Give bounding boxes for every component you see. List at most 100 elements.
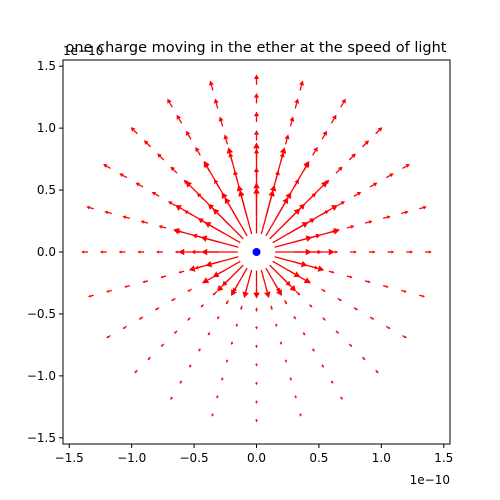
field-arrow: [294, 98, 300, 109]
field-arrow: [167, 98, 173, 108]
field-arrow: [192, 233, 203, 239]
field-arrow: [330, 380, 334, 384]
field-arrow: [304, 218, 316, 225]
field-arrow: [335, 330, 339, 334]
field-arrow: [134, 369, 138, 374]
field-arrow: [270, 305, 273, 311]
field-arrow: [198, 348, 201, 352]
field-arrow: [104, 210, 112, 215]
field-arrow: [225, 299, 229, 305]
field-arrow: [364, 280, 371, 284]
y-tick-label: 1.0: [37, 121, 56, 135]
field-arrow: [382, 285, 389, 288]
field-arrow: [212, 270, 225, 278]
field-arrow: [335, 166, 343, 174]
field-arrow: [176, 229, 185, 234]
field-arrow: [375, 369, 379, 374]
field-arrow: [217, 316, 220, 320]
field-arrow: [81, 250, 88, 254]
field-arrow: [106, 289, 112, 293]
field-arrow: [302, 332, 306, 336]
field-arrow: [205, 260, 221, 268]
x-tick-label: 0.0: [247, 451, 266, 465]
field-arrow: [255, 307, 258, 313]
field-arrow: [200, 235, 221, 244]
field-arrow: [228, 152, 234, 163]
field-arrow: [364, 220, 373, 224]
field-arrow: [402, 164, 410, 169]
x-tick-label: 1.5: [434, 451, 453, 465]
field-arrow: [321, 288, 326, 292]
field-arrow: [253, 92, 260, 104]
field-arrow: [158, 225, 167, 229]
field-arrow: [401, 210, 409, 215]
field-arrow: [255, 382, 258, 386]
field-arrow: [143, 140, 152, 148]
field-arrow: [368, 250, 376, 254]
field-arrow: [382, 215, 391, 220]
field-arrow: [118, 250, 126, 254]
field-arrow: [369, 316, 375, 320]
field-arrow: [321, 130, 327, 140]
field-arrow: [222, 277, 231, 287]
field-arrow: [293, 248, 312, 256]
field-arrow: [208, 80, 214, 91]
field-arrow: [312, 249, 322, 255]
field-arrow: [274, 170, 280, 181]
field-arrow: [353, 191, 362, 197]
field-arrow: [232, 283, 239, 293]
field-arrow: [99, 250, 107, 254]
field-arrow: [214, 179, 220, 188]
field-arrow: [207, 203, 218, 214]
field-arrow: [309, 304, 313, 308]
field-arrow: [170, 396, 173, 401]
field-arrow: [106, 335, 111, 339]
field-arrow: [184, 210, 192, 216]
field-arrow: [284, 299, 288, 305]
field-arrow: [194, 265, 203, 270]
field-arrow: [253, 130, 260, 141]
y-tick-label: −1.5: [27, 431, 56, 445]
chart-title: one charge moving in the ether at the sp…: [66, 40, 447, 56]
field-arrow: [348, 343, 353, 347]
field-arrow: [200, 304, 204, 308]
field-arrow: [195, 146, 201, 156]
field-arrows: [81, 74, 432, 423]
field-arrow: [243, 287, 248, 297]
field-arrow: [321, 210, 329, 216]
field-arrow: [156, 250, 163, 254]
field-arrow: [284, 192, 292, 205]
field-arrow: [337, 201, 346, 207]
field-arrow: [183, 179, 191, 187]
field-arrow: [295, 290, 301, 296]
field-arrow: [340, 396, 343, 401]
x-tick-label: −1.5: [55, 451, 84, 465]
field-arrow: [312, 146, 318, 156]
field-arrow: [295, 203, 306, 214]
field-arrow: [346, 275, 353, 279]
field-arrow: [274, 323, 278, 327]
y-tick-label: −0.5: [27, 307, 56, 321]
x-axis-offset-label: 1e−10: [410, 473, 450, 487]
field-arrow: [293, 179, 299, 188]
field-arrow: [130, 127, 138, 135]
field-arrow: [204, 162, 211, 172]
field-arrow: [233, 170, 239, 181]
field-arrow: [255, 419, 258, 423]
field-arrow: [294, 395, 297, 399]
field-arrow: [312, 348, 315, 352]
field-arrow: [170, 166, 178, 174]
field-arrow: [255, 363, 258, 367]
field-arrow: [189, 364, 192, 368]
field-arrow: [201, 248, 220, 256]
field-arrow: [147, 356, 152, 361]
field-arrow: [348, 153, 356, 161]
field-arrow: [230, 341, 234, 345]
field-arrow: [328, 229, 337, 234]
field-arrow: [255, 400, 258, 404]
field-arrow: [124, 285, 131, 288]
field-arrow: [212, 290, 218, 296]
field-arrow: [279, 152, 285, 163]
x-axis: −1.5 −1.0 −0.5 0.0 0.5 1.0 1.5: [55, 444, 453, 465]
